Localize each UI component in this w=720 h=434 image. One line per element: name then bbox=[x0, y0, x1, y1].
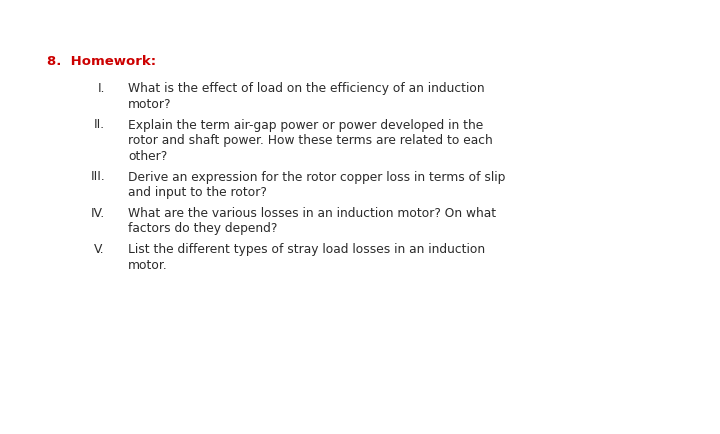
Text: and input to the rotor?: and input to the rotor? bbox=[128, 186, 267, 198]
Text: What are the various losses in an induction motor? On what: What are the various losses in an induct… bbox=[128, 207, 496, 220]
Text: rotor and shaft power. How these terms are related to each: rotor and shaft power. How these terms a… bbox=[128, 134, 492, 147]
Text: other?: other? bbox=[128, 149, 167, 162]
Text: I.: I. bbox=[97, 82, 105, 95]
Text: Explain the term air-gap power or power developed in the: Explain the term air-gap power or power … bbox=[128, 118, 483, 131]
Text: factors do they depend?: factors do they depend? bbox=[128, 222, 277, 235]
Text: III.: III. bbox=[90, 170, 105, 183]
Text: motor?: motor? bbox=[128, 97, 171, 110]
Text: 8.  Homework:: 8. Homework: bbox=[47, 55, 156, 68]
Text: Derive an expression for the rotor copper loss in terms of slip: Derive an expression for the rotor coppe… bbox=[128, 170, 505, 183]
Text: II.: II. bbox=[94, 118, 105, 131]
Text: IV.: IV. bbox=[91, 207, 105, 220]
Text: motor.: motor. bbox=[128, 258, 168, 271]
Text: What is the effect of load on the efficiency of an induction: What is the effect of load on the effici… bbox=[128, 82, 485, 95]
Text: List the different types of stray load losses in an induction: List the different types of stray load l… bbox=[128, 243, 485, 256]
Text: V.: V. bbox=[94, 243, 105, 256]
